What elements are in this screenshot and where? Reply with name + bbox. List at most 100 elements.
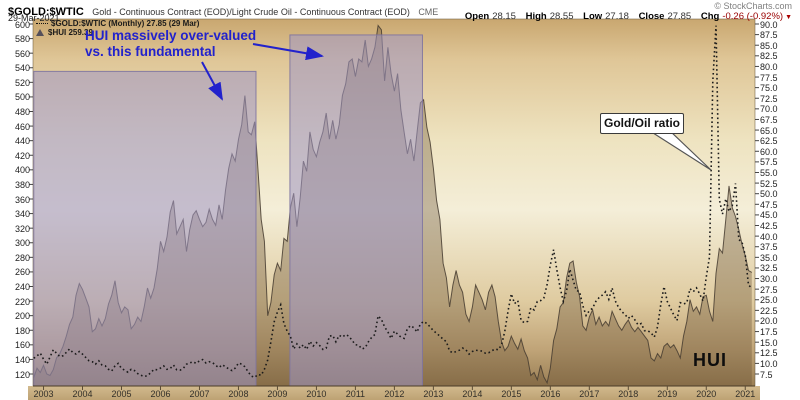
y-axis-label-left: 120 <box>14 369 30 380</box>
y-axis-label-right: 87.5 <box>760 30 778 41</box>
legend-ratio-series: $GOLD:$WTIC (Monthly) 27.85 (29 Mar) <box>36 19 199 28</box>
y-axis-label-right: 20.0 <box>760 316 778 327</box>
y-axis-label-left: 400 <box>14 165 30 176</box>
area-swatch-icon <box>36 29 44 36</box>
dotted-line-swatch-icon <box>36 23 48 24</box>
y-axis-label-left: 140 <box>14 354 30 365</box>
y-axis-label-left: 180 <box>14 325 30 336</box>
annotation-note: HUI massively over-valued vs. this funda… <box>85 28 256 60</box>
close-label: Close <box>638 11 665 22</box>
y-axis-label-right: 7.5 <box>760 369 773 380</box>
y-axis-label-right: 67.5 <box>760 114 778 125</box>
x-axis-year-label: 2021 <box>735 389 756 399</box>
copyright-label: © StockCharts.com <box>714 1 792 11</box>
legend-ratio-text: $GOLD:$WTIC (Monthly) 27.85 (29 Mar) <box>51 19 200 28</box>
y-axis-label-right: 75.0 <box>760 83 778 94</box>
x-axis-strip <box>28 386 760 400</box>
open-value: 28.15 <box>492 11 516 22</box>
low-label: Low <box>583 11 603 22</box>
y-axis-label-left: 380 <box>14 179 30 190</box>
y-axis-label-right: 32.5 <box>760 263 778 274</box>
x-axis-year-label: 2004 <box>72 389 93 399</box>
legend-hui-series: $HUI 259.39 <box>36 28 93 37</box>
x-axis-year-label: 2014 <box>462 389 483 399</box>
y-axis-label-right: 25.0 <box>760 295 778 306</box>
x-axis-year-label: 2008 <box>228 389 249 399</box>
y-axis-label-left: 260 <box>14 267 30 278</box>
y-axis-label-left: 420 <box>14 150 30 161</box>
x-axis-year-label: 2006 <box>150 389 171 399</box>
y-axis-label-left: 460 <box>14 121 30 132</box>
y-axis-label-left: 280 <box>14 252 30 263</box>
y-axis-label-right: 17.5 <box>760 327 778 338</box>
y-axis-label-right: 62.5 <box>760 136 778 147</box>
y-axis-label-left: 440 <box>14 136 30 147</box>
legend-hui-text: $HUI 259.39 <box>48 28 93 37</box>
close-value: 27.85 <box>667 11 692 22</box>
y-axis-label-right: 52.5 <box>760 178 778 189</box>
y-axis-label-left: 200 <box>14 311 30 322</box>
y-axis-label-left: 300 <box>14 238 30 249</box>
hui-area-label: HUI <box>693 350 727 370</box>
y-axis-label-right: 47.5 <box>760 199 778 210</box>
x-axis-year-label: 2005 <box>111 389 132 399</box>
gold-oil-ratio-line <box>33 25 753 379</box>
ohlc-quote-row: Open 28.15 High 28.55 Low 27.18 Close 27.85 … <box>465 11 792 22</box>
x-axis-year-label: 2011 <box>345 389 366 399</box>
annotation-arrow-1 <box>252 43 324 61</box>
change-label: Chg <box>700 11 720 22</box>
y-axis-label-left: 540 <box>14 63 30 74</box>
y-axis-label-right: 40.0 <box>760 231 778 242</box>
y-axis-label-right: 37.5 <box>760 242 778 253</box>
y-axis-label-left: 520 <box>14 77 30 88</box>
y-axis-label-right: 60.0 <box>760 146 778 157</box>
x-axis-year-label: 2010 <box>306 389 327 399</box>
high-label: High <box>525 11 547 22</box>
x-axis-year-label: 2007 <box>189 389 210 399</box>
title-row: $GOLD:$WTIC Gold - Continuous Contract (… <box>8 2 438 20</box>
change-direction-down-icon: ▼ <box>785 14 792 21</box>
y-axis-label-left: 360 <box>14 194 30 205</box>
y-axis-label-left: 320 <box>14 223 30 234</box>
y-axis-label-left: 500 <box>14 92 30 103</box>
y-axis-label-right: 70.0 <box>760 104 778 115</box>
y-axis-label-left: 600 <box>14 19 30 30</box>
y-axis-label-right: 45.0 <box>760 210 778 221</box>
y-axis-label-left: 240 <box>14 282 30 292</box>
y-axis-label-right: 50.0 <box>760 189 778 200</box>
y-axis-label-left: 560 <box>14 48 30 59</box>
x-axis-year-label: 2019 <box>657 389 678 399</box>
y-axis-label-right: 30.0 <box>760 274 778 285</box>
x-axis-year-label: 2009 <box>267 389 288 399</box>
x-axis-year-label: 2012 <box>384 389 405 399</box>
open-label: Open <box>464 11 490 22</box>
y-axis-label-right: 12.5 <box>760 348 778 359</box>
y-axis-label-right: 72.5 <box>760 93 778 104</box>
x-axis-year-label: 2017 <box>579 389 600 399</box>
y-axis-label-right: 10.0 <box>760 358 778 369</box>
y-axis-label-right: 27.5 <box>760 284 778 295</box>
highlight-box-2 <box>289 34 423 387</box>
y-axis-label-right: 22.5 <box>760 305 778 316</box>
symbol-title: $GOLD:$WTIC <box>8 6 84 18</box>
y-axis-label-right: 57.5 <box>760 157 778 168</box>
y-axis-label-left: 160 <box>14 340 30 351</box>
x-axis-year-label: 2018 <box>618 389 639 399</box>
annotation-note-line2: vs. this fundamental <box>85 44 216 59</box>
symbol-description: Gold - Continuous Contract (EOD)/Light C… <box>92 7 410 17</box>
gold-oil-ratio-callout: Gold/Oil ratio <box>600 113 684 134</box>
y-axis-label-right: 42.5 <box>760 221 778 231</box>
y-axis-label-right: 85.0 <box>760 40 778 51</box>
y-axis-label-left: 480 <box>14 107 30 117</box>
highlight-box-1 <box>33 70 257 387</box>
x-axis-year-label: 2016 <box>540 389 561 399</box>
y-axis-label-right: 35.0 <box>760 252 778 263</box>
y-axis-label-right: 77.5 <box>760 72 778 83</box>
y-axis-label-right: 82.5 <box>760 51 778 62</box>
annotation-arrow-2 <box>201 61 223 101</box>
y-axis-label-right: 80.0 <box>760 61 778 72</box>
y-axis-label-left: 220 <box>14 296 30 307</box>
y-axis-label-left: 340 <box>14 209 30 220</box>
